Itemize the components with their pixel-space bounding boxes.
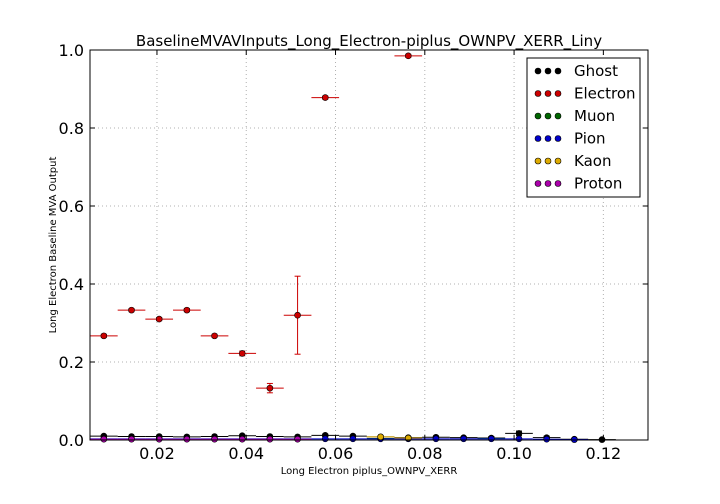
x-tick-label: 0.02	[139, 444, 175, 463]
x-tick-label: 0.06	[318, 444, 354, 463]
x-tick-label: 0.10	[496, 444, 532, 463]
y-tick-label: 1.0	[59, 41, 84, 60]
legend-entry-muon: Muon	[534, 107, 615, 125]
data-point	[266, 435, 274, 443]
legend-marker	[554, 157, 562, 165]
legend: Ghost Electron Muon Pion Kaon Proton	[526, 57, 641, 198]
data-point	[515, 430, 523, 437]
legend-marker	[534, 157, 542, 165]
legend-marker	[544, 157, 552, 165]
legend-marker	[544, 67, 552, 75]
legend-marker	[554, 90, 562, 97]
x-tick-label: 0.12	[586, 444, 622, 463]
data-point	[349, 435, 357, 443]
series-electron	[90, 52, 423, 394]
data-point	[515, 435, 523, 443]
data-point	[183, 306, 191, 314]
data-point	[211, 332, 218, 340]
data-point	[543, 435, 550, 443]
data-point	[321, 94, 329, 101]
legend-entry-kaon: Kaon	[534, 152, 611, 170]
data-point	[377, 433, 384, 441]
legend-label: Ghost	[574, 62, 618, 80]
legend-marker	[534, 180, 542, 187]
y-tick-label: 0.6	[59, 197, 84, 216]
legend-label: Kaon	[574, 152, 611, 170]
legend-entry-pion: Pion	[534, 130, 606, 148]
y-tick-label: 0.0	[59, 431, 84, 450]
legend-marker	[544, 112, 552, 120]
x-tick-label: 0.04	[228, 444, 264, 463]
data-point	[183, 435, 191, 443]
legend-marker	[544, 180, 552, 187]
data-point	[460, 435, 467, 443]
data-point	[321, 435, 329, 443]
data-point	[404, 52, 412, 60]
chart-title: BaselineMVAVInputs_Long_Electron-piplus_…	[136, 32, 602, 51]
data-point	[155, 315, 163, 323]
data-point	[100, 332, 108, 340]
ticks: 0.02 0.04 0.06 0.08 0.10 0.12 0.0 0.2 0.4 0.6 0.8 1…	[59, 41, 648, 463]
legend-label: Electron	[574, 85, 636, 103]
data-point	[432, 435, 440, 443]
legend-box	[526, 57, 641, 198]
legend-label: Muon	[574, 107, 615, 125]
legend-entry-ghost: Ghost	[534, 62, 618, 80]
legend-marker	[554, 112, 562, 120]
data-point	[266, 384, 274, 392]
data-point	[100, 435, 108, 443]
legend-marker	[554, 180, 562, 187]
data-point	[128, 435, 135, 443]
y-tick-label: 0.8	[59, 119, 84, 138]
legend-marker	[534, 67, 542, 75]
data-point	[211, 435, 218, 443]
legend-label: Pion	[574, 130, 606, 148]
legend-marker	[554, 135, 562, 142]
legend-entry-electron: Electron	[534, 85, 636, 103]
legend-marker	[554, 67, 562, 75]
data-point	[238, 435, 246, 443]
y-tick-label: 0.4	[59, 275, 84, 294]
legend-marker	[544, 90, 552, 97]
x-tick-label: 0.08	[407, 444, 443, 463]
plot-frame	[89, 49, 649, 441]
data-point	[238, 350, 246, 357]
legend-label: Proton	[574, 175, 622, 193]
data-point	[128, 306, 135, 314]
data-point	[488, 435, 495, 443]
x-axis-label: Long Electron piplus_OWNPV_XERR	[281, 466, 458, 477]
legend-marker	[534, 135, 542, 142]
y-axis-label: Long Electron Baseline MVA Output	[48, 157, 59, 334]
legend-marker	[534, 112, 542, 120]
legend-marker	[544, 135, 552, 142]
data-point	[294, 311, 301, 319]
data-point	[294, 435, 301, 443]
data-point	[155, 435, 163, 443]
legend-marker	[534, 90, 542, 97]
legend-entry-proton: Proton	[534, 175, 622, 193]
y-tick-label: 0.2	[59, 353, 84, 372]
